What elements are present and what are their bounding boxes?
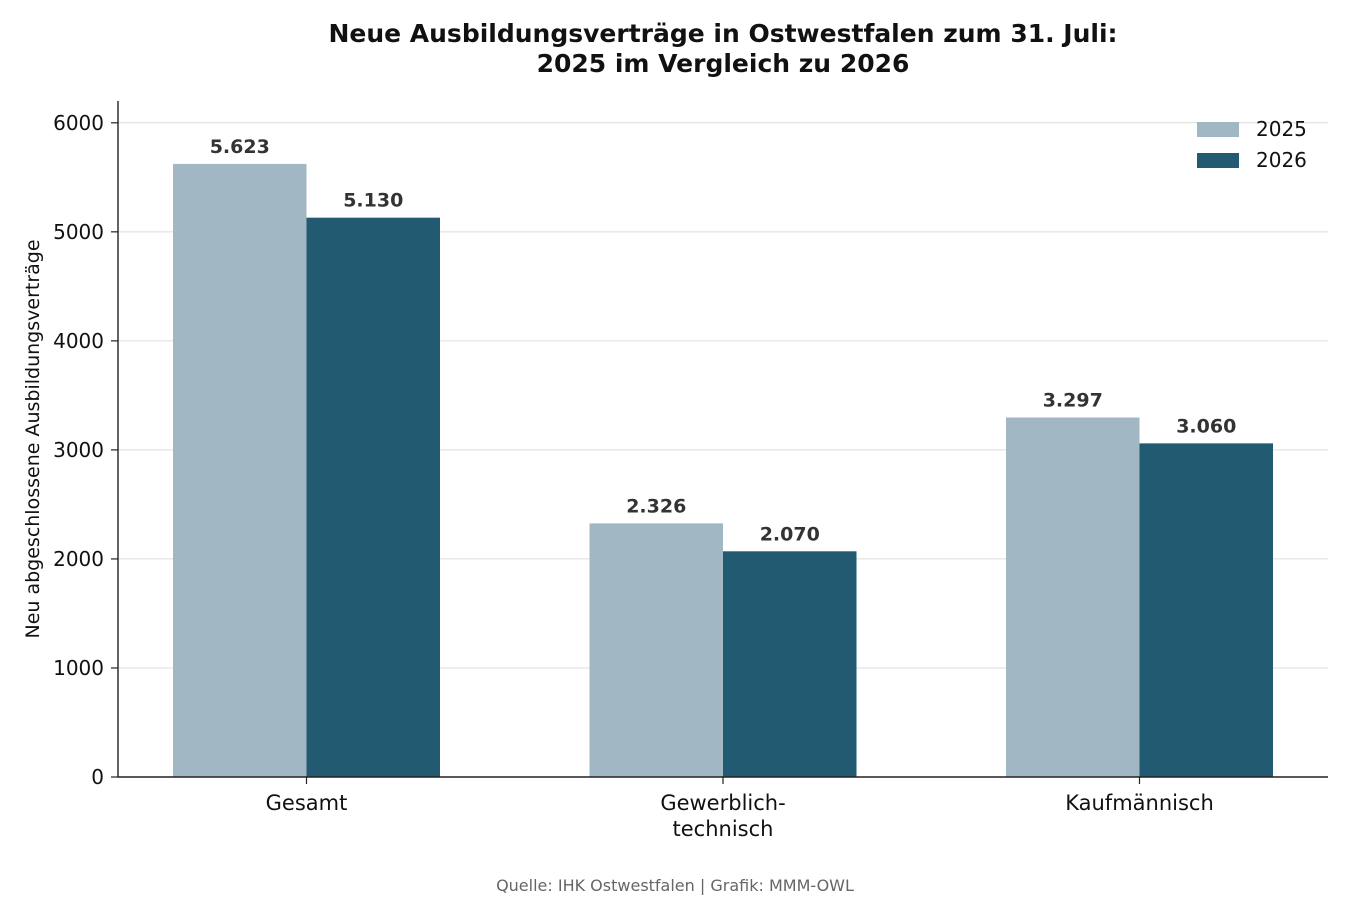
bar-2025-0 [173, 163, 307, 777]
chart-title: Neue Ausbildungsverträge in Ostwestfalen… [328, 19, 1117, 78]
legend-label: 2025 [1256, 117, 1307, 141]
legend-swatch-2025 [1197, 122, 1239, 137]
x-tick-label: Kaufmännisch [1065, 791, 1214, 815]
y-tick-label: 1000 [53, 656, 104, 680]
legend: 2025 2026 [1197, 117, 1307, 172]
value-label: 2.326 [626, 495, 686, 517]
bar-2025-2 [1006, 417, 1140, 777]
x-tick-label: Gewerblich- [660, 791, 785, 815]
bars [173, 163, 1273, 777]
x-tick-label: technisch [673, 817, 774, 841]
x-tick-label: Gesamt [266, 791, 348, 815]
bar-2026-2 [1139, 443, 1273, 777]
y-tick-label: 5000 [53, 220, 104, 244]
bar-2025-1 [589, 523, 723, 777]
y-tick-label: 6000 [53, 111, 104, 135]
value-label: 3.297 [1043, 390, 1103, 412]
chart-title-line: 2025 im Vergleich zu 2026 [537, 49, 910, 78]
value-label: 2.070 [760, 523, 820, 545]
source-note: Quelle: IHK Ostwestfalen | Grafik: MMM-O… [496, 876, 854, 895]
x-axis-ticks: Gesamt Gewerblich-technisch Kaufmännisch [266, 777, 1214, 841]
chart-title-line: Neue Ausbildungsverträge in Ostwestfalen… [328, 19, 1117, 48]
y-axis-label: Neu abgeschlossene Ausbildungsverträge [22, 239, 44, 638]
value-labels: 5.623 2.326 3.297 5.130 2.070 3.060 [210, 136, 1237, 545]
value-label: 5.130 [343, 190, 403, 212]
value-label: 3.060 [1176, 415, 1236, 437]
bar-2026-1 [723, 551, 857, 777]
y-tick-label: 2000 [53, 547, 104, 571]
bar-2026-0 [306, 217, 440, 777]
value-label: 5.623 [210, 136, 270, 158]
y-axis-label-group: Neu abgeschlossene Ausbildungsverträge [22, 239, 44, 638]
y-axis-ticks: 0 1000 2000 3000 4000 5000 6000 [53, 111, 118, 789]
source-note-group: Quelle: IHK Ostwestfalen | Grafik: MMM-O… [496, 876, 854, 895]
legend-label: 2026 [1256, 148, 1307, 172]
y-tick-label: 0 [91, 765, 104, 789]
legend-swatch-2026 [1197, 153, 1239, 168]
y-tick-label: 4000 [53, 329, 104, 353]
y-tick-label: 3000 [53, 438, 104, 462]
